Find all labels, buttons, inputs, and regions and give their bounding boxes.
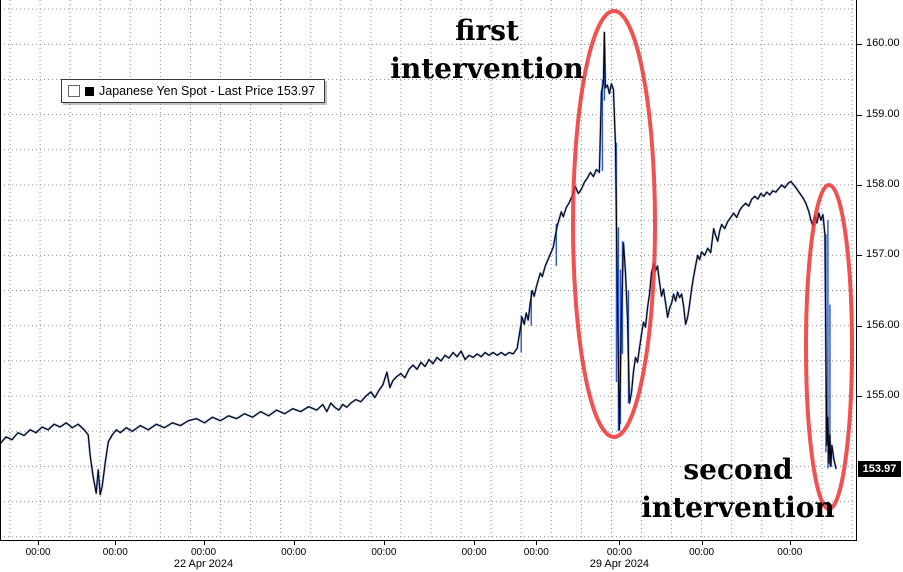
x-axis-tick-mark bbox=[203, 541, 205, 545]
x-axis-label: 00:00 bbox=[25, 547, 51, 558]
x-axis-tick-mark bbox=[383, 541, 385, 545]
intervention-circle bbox=[804, 183, 854, 511]
second-intervention-line1: second bbox=[683, 453, 793, 486]
y-axis-tick-mark bbox=[857, 396, 862, 398]
y-axis-tick-mark bbox=[857, 325, 862, 327]
y-axis-label: 160.00 bbox=[866, 37, 900, 50]
first-intervention-annotation: first intervention bbox=[390, 12, 584, 88]
y-axis-tick-mark bbox=[857, 185, 862, 186]
y-axis: 153.97 160.00 159.00 158.00 157.00 156.00 155… bbox=[857, 0, 903, 541]
y-axis-label: 155.00 bbox=[866, 389, 900, 402]
x-axis-tick-mark bbox=[619, 541, 621, 545]
y-axis-tick-mark bbox=[857, 114, 862, 116]
x-axis-label: 00:00 bbox=[523, 547, 549, 558]
x-axis-tick-mark bbox=[474, 541, 476, 545]
x-axis-date-label: 22 Apr 2024 bbox=[173, 558, 234, 570]
x-axis-tick-mark bbox=[701, 541, 703, 545]
legend-checkbox-icon bbox=[68, 85, 80, 97]
first-intervention-line2: intervention bbox=[390, 52, 584, 85]
y-axis-label: 156.00 bbox=[866, 318, 900, 331]
x-axis-date-label: 29 Apr 2024 bbox=[589, 558, 650, 570]
second-intervention-line2: intervention bbox=[641, 491, 835, 524]
x-axis-label: 00:00 bbox=[281, 547, 307, 558]
price-chart-svg bbox=[0, 0, 857, 541]
x-axis-label: 00:00 bbox=[606, 547, 632, 558]
last-price-badge: 153.97 bbox=[858, 460, 901, 477]
x-axis-label: 00:00 bbox=[777, 547, 803, 558]
x-axis-tick-mark bbox=[536, 541, 538, 545]
first-intervention-line1: first bbox=[455, 14, 519, 47]
y-axis-label: 157.00 bbox=[866, 248, 900, 261]
x-axis-tick-mark bbox=[789, 541, 791, 545]
x-axis: 00:00 00:00 00:00 00:00 00:00 00:00 00:00 00:00… bbox=[0, 541, 903, 572]
x-axis-label: 00:00 bbox=[689, 547, 715, 558]
price-line bbox=[0, 31, 837, 496]
x-axis-label: 00:00 bbox=[461, 547, 487, 558]
x-axis-tick-mark bbox=[115, 541, 117, 545]
x-axis-tick-mark bbox=[38, 541, 40, 545]
y-axis-tick-mark bbox=[857, 255, 862, 257]
x-axis-label: 00:00 bbox=[371, 547, 397, 558]
y-axis-label: 159.00 bbox=[866, 107, 900, 120]
legend-label: Japanese Yen Spot - Last Price 153.97 bbox=[99, 84, 316, 98]
legend[interactable]: Japanese Yen Spot - Last Price 153.97 bbox=[61, 79, 326, 103]
x-axis-tick-mark bbox=[293, 541, 295, 545]
x-axis-label: 00:00 bbox=[190, 547, 217, 558]
intervention-circle bbox=[571, 9, 657, 439]
second-intervention-annotation: second intervention bbox=[641, 451, 835, 527]
y-axis-label: 158.00 bbox=[866, 178, 900, 190]
plot-area: Japanese Yen Spot - Last Price 153.97 fi… bbox=[0, 0, 857, 541]
x-axis-label: 00:00 bbox=[102, 547, 128, 558]
legend-series-swatch-icon bbox=[85, 86, 94, 96]
y-axis-tick-mark bbox=[857, 44, 862, 46]
